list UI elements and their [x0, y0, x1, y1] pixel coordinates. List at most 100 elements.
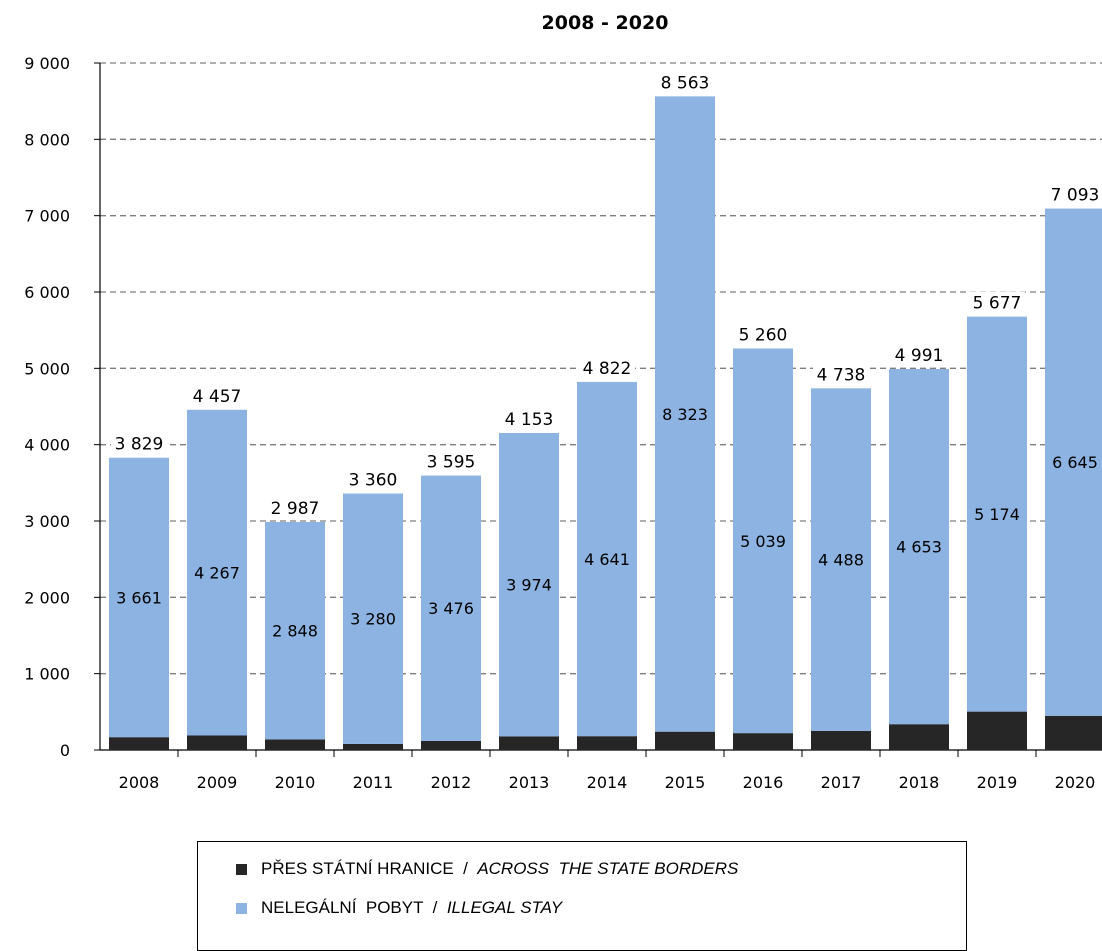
inner-label-2019: 5 174	[974, 505, 1020, 524]
total-label-2011: 3 360	[349, 471, 398, 491]
total-label-bg-2015	[657, 71, 713, 94]
bar-borders-2013	[499, 736, 559, 750]
legend-item-illegal-stay: NELEGÁLNÍ POBYT / ILLEGAL STAY	[236, 893, 562, 923]
bar-borders-2012	[421, 740, 481, 750]
bar-borders-2017	[811, 730, 871, 750]
inner-label-bg-2017	[817, 549, 865, 571]
inner-label-bg-2018	[895, 536, 943, 558]
inner-label-2010: 2 848	[272, 622, 318, 641]
inner-label-2015: 8 323	[662, 405, 708, 424]
inner-label-bg-2013	[505, 574, 553, 596]
total-label-bg-2014	[579, 356, 635, 379]
total-label-bg-2018	[891, 344, 947, 367]
inner-label-2017: 4 488	[818, 551, 864, 570]
y-axis: 0 1 000 2 000 3 000 4 000 5 000 6 000 7 000 8 00…	[24, 54, 101, 760]
x-axis: 2008 2009 2010 2011 2012 2013 2014 2015 2016 2017…	[100, 749, 1102, 792]
legend-label-borders: PŘES STÁTNÍ HRANICE / ACROSS THE STATE B…	[261, 859, 738, 879]
x-tick-label-2019: 2019	[977, 773, 1018, 792]
total-label-bg-2009	[189, 384, 245, 407]
total-label-bg-2008	[111, 432, 167, 455]
total-label-2010: 2 987	[271, 499, 320, 519]
total-label-2016: 5 260	[739, 325, 788, 345]
chart-title: 2008 - 2020	[542, 12, 669, 34]
legend-swatch-borders	[236, 863, 247, 875]
inner-label-2014: 4 641	[584, 550, 630, 569]
bar-borders-2018	[889, 724, 949, 750]
inner-label-2016: 5 039	[740, 532, 786, 551]
total-label-bg-2010	[267, 496, 323, 519]
inner-label-2013: 3 974	[506, 576, 552, 595]
y-tick-label-2000: 2 000	[24, 588, 70, 607]
inner-label-bg-2016	[739, 530, 787, 552]
bar-borders-2019	[967, 711, 1027, 750]
inner-label-2020: 6 645	[1052, 453, 1098, 472]
bar-borders-2015	[655, 731, 715, 750]
total-label-2015: 8 563	[661, 73, 710, 93]
x-tick-label-2010: 2010	[275, 773, 316, 792]
total-label-2013: 4 153	[505, 410, 554, 430]
bar-borders-2009	[187, 735, 247, 750]
total-label-2020: 7 093	[1051, 186, 1100, 206]
inner-label-2011: 3 280	[350, 610, 396, 629]
y-tick-label-8000: 8 000	[24, 130, 70, 149]
y-tick-label-6000: 6 000	[24, 283, 70, 302]
bar-borders-2016	[733, 733, 793, 750]
legend-label-illegal-stay-cz: NELEGÁLNÍ POBYT /	[261, 898, 447, 917]
inner-label-bg-2015	[661, 404, 709, 426]
total-label-bg-2019	[969, 291, 1025, 314]
x-tick-label-2013: 2013	[509, 773, 550, 792]
y-tick-label-9000: 9 000	[24, 54, 70, 73]
total-label-2008: 3 829	[115, 435, 164, 455]
bar-borders-2008	[109, 737, 169, 750]
legend-swatch-illegal-stay	[236, 902, 247, 914]
x-tick-label-2016: 2016	[743, 773, 784, 792]
x-tick-label-2014: 2014	[587, 773, 628, 792]
legend-label-illegal-stay-en: ILLEGAL STAY	[446, 898, 563, 917]
x-tick-label-2009: 2009	[197, 773, 238, 792]
y-tick-label-0: 0	[60, 741, 70, 760]
y-tick-label-4000: 4 000	[24, 436, 70, 455]
total-label-2009: 4 457	[193, 387, 242, 407]
total-label-2018: 4 991	[895, 346, 944, 366]
y-tick-label-1000: 1 000	[24, 665, 70, 684]
total-label-bg-2013	[501, 407, 557, 430]
y-tick-label-5000: 5 000	[24, 359, 70, 378]
total-label-2012: 3 595	[427, 453, 476, 473]
bar-borders-2011	[343, 743, 403, 750]
inner-label-bg-2019	[973, 504, 1021, 526]
total-label-bg-2020	[1047, 183, 1102, 206]
bar-borders-2014	[577, 736, 637, 750]
total-label-2014: 4 822	[583, 359, 632, 379]
x-tick-label-2011: 2011	[353, 773, 394, 792]
y-tick-label-7000: 7 000	[24, 207, 70, 226]
total-label-bg-2016	[735, 323, 791, 346]
total-label-bg-2012	[423, 450, 479, 473]
inner-label-bg-2011	[349, 608, 397, 630]
x-tick-label-2008: 2008	[119, 773, 160, 792]
bar-borders-2010	[265, 739, 325, 750]
stacked-bar-chart: 2008 - 2020 0 1 000 2 000 3 000 4 000 5 000 6 …	[24, 12, 1102, 792]
legend-label-borders-en: ACROSS THE STATE BORDERS	[477, 859, 739, 878]
inner-label-2018: 4 653	[896, 538, 942, 557]
y-tick-label-3000: 3 000	[24, 512, 70, 531]
inner-label-bg-2020	[1051, 452, 1099, 474]
inner-label-bg-2008	[115, 587, 163, 609]
inner-label-bg-2010	[271, 620, 319, 642]
total-label-2019: 5 677	[973, 294, 1022, 314]
legend-label-illegal-stay: NELEGÁLNÍ POBYT / ILLEGAL STAY	[261, 898, 562, 918]
inner-label-2008: 3 661	[116, 588, 162, 607]
x-tick-label-2020: 2020	[1055, 773, 1096, 792]
x-tick-label-2017: 2017	[821, 773, 862, 792]
legend-item-borders: PŘES STÁTNÍ HRANICE / ACROSS THE STATE B…	[236, 854, 738, 884]
total-label-2017: 4 738	[817, 365, 866, 385]
x-tick-label-2012: 2012	[431, 773, 472, 792]
inner-label-bg-2009	[193, 562, 241, 584]
inner-label-bg-2014	[583, 549, 631, 571]
total-label-bg-2011	[345, 468, 401, 491]
legend: PŘES STÁTNÍ HRANICE / ACROSS THE STATE B…	[197, 841, 967, 951]
inner-label-2009: 4 267	[194, 564, 240, 583]
legend-label-borders-cz: PŘES STÁTNÍ HRANICE /	[261, 859, 478, 878]
bar-borders-2020	[1045, 715, 1102, 750]
inner-label-2012: 3 476	[428, 599, 474, 618]
total-label-bg-2017	[813, 363, 869, 386]
